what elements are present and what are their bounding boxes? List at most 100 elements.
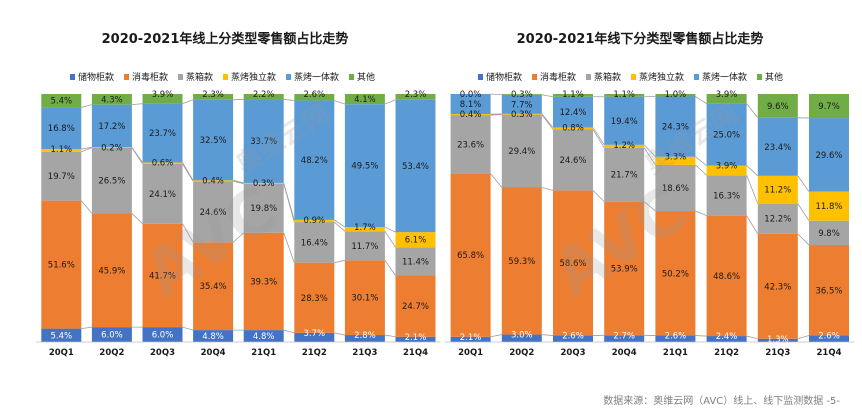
data-label: 49.5% [351, 162, 378, 172]
data-label: 59.3% [508, 257, 535, 267]
bar-segment [655, 156, 696, 165]
bar-segment [604, 147, 645, 202]
connector-line [797, 203, 810, 221]
bar-segment [142, 223, 183, 328]
data-label: 24.6% [200, 208, 227, 218]
data-label: 5.4% [50, 331, 72, 341]
bar-stack-21Q4: 2.6% 36.5% 9.8% 11.8% 29.6% 9.7% [809, 94, 849, 342]
data-label: 4.8% [253, 332, 275, 342]
bar-segment [243, 330, 284, 342]
bar-segment [655, 211, 696, 336]
connector-line [233, 179, 244, 184]
connector-line [541, 113, 554, 128]
bar-segment [41, 328, 82, 342]
bar-segment [706, 165, 747, 176]
legend-label: 储物柜款 [78, 71, 114, 83]
bar-segment [395, 94, 436, 100]
data-label: 17.2% [98, 122, 125, 132]
data-label: 8.1% [460, 100, 482, 110]
data-label: 0.4% [460, 110, 482, 120]
bar-segment [294, 332, 335, 342]
bar-stack-21Q3: 2.8% 30.1% 11.7% 1.7% 49.5% 4.1% [344, 94, 385, 342]
data-label: 16.8% [48, 124, 75, 134]
connector-line [695, 156, 707, 166]
data-label: 30.1% [351, 294, 378, 304]
data-label: 2.2% [253, 90, 275, 100]
data-label: 2.6% [562, 332, 584, 342]
bar-segment [41, 94, 82, 108]
bar-stack-21Q4: 2.1% 24.7% 11.4% 6.1% 53.4% 2.3% [395, 90, 436, 343]
bar-segment [757, 117, 798, 176]
bar-segment [193, 94, 234, 100]
data-label: 51.6% [48, 261, 75, 271]
bar-segment [450, 114, 491, 116]
connector-line [695, 210, 707, 217]
bar-segment [809, 245, 849, 336]
data-label: 1.1% [562, 90, 584, 100]
bar-stack-20Q1: 5.4% 51.6% 19.7% 1.1% 16.8% 5.4% [41, 94, 82, 342]
bar-segment [294, 100, 335, 220]
bar-segment [757, 233, 798, 339]
data-label: 0.6% [152, 158, 174, 168]
legend-swatch [124, 74, 129, 80]
legend-item: 蒸烤一体款 [694, 71, 747, 83]
x-tick-label: 20Q2 [99, 348, 124, 358]
connector-line [541, 187, 554, 191]
data-label: 0.9% [303, 216, 325, 226]
x-tick-label: 21Q2 [714, 348, 739, 358]
bar-segment [501, 113, 542, 115]
connector-line [695, 335, 707, 337]
legend-swatch [532, 74, 537, 80]
bar-segment [604, 96, 645, 145]
data-label: 65.8% [457, 251, 484, 261]
bar-stack-21Q2: 2.4% 48.6% 16.3% 3.9% 25.0% 3.9% [706, 90, 747, 342]
connector-line [81, 147, 93, 153]
bar-segment [193, 181, 234, 243]
bar-segment [142, 162, 183, 164]
bar-segment [243, 183, 284, 233]
connector-line [81, 146, 92, 150]
bar-segment [193, 99, 234, 181]
x-tick-label: 21Q1 [663, 348, 688, 358]
legend-swatch [757, 74, 762, 80]
bar-segment [604, 94, 645, 97]
data-label: 39.3% [250, 277, 277, 287]
connector-line [384, 334, 396, 338]
data-label: 11.4% [402, 257, 429, 267]
data-label: 3.7% [303, 329, 325, 339]
data-label: 53.9% [611, 264, 638, 274]
data-label: 53.4% [402, 162, 429, 172]
legend-item: 蒸烤一体款 [286, 71, 339, 83]
data-label: 9.7% [818, 102, 840, 112]
connector-line [283, 232, 295, 263]
data-label: 6.0% [152, 331, 174, 341]
data-label: 48.6% [713, 272, 740, 282]
legend-label: 储物柜款 [486, 71, 522, 83]
data-label: 23.6% [457, 140, 484, 150]
connector-line [695, 96, 707, 104]
bar-segment [809, 191, 849, 221]
bar-segment [655, 96, 696, 157]
connector-line [334, 332, 345, 336]
bar-segment [757, 175, 798, 204]
data-label: 36.5% [815, 286, 842, 296]
connector-line [182, 163, 194, 182]
connector-line [131, 103, 143, 106]
data-label: 21.7% [611, 171, 638, 181]
bar-segment [553, 129, 593, 191]
x-tick-label: 21Q4 [817, 348, 842, 358]
x-tick-label: 21Q1 [251, 348, 276, 358]
bar-segment [501, 94, 542, 95]
bar-segment [604, 335, 645, 342]
legend-swatch [70, 74, 75, 80]
data-label: 0.0% [460, 90, 482, 100]
bar-segment [142, 327, 183, 342]
bar-segment [655, 335, 696, 342]
legend-swatch [586, 74, 591, 80]
bar-segment [706, 94, 747, 104]
x-tick-label: 21Q4 [403, 348, 428, 358]
connector-line [334, 219, 346, 228]
